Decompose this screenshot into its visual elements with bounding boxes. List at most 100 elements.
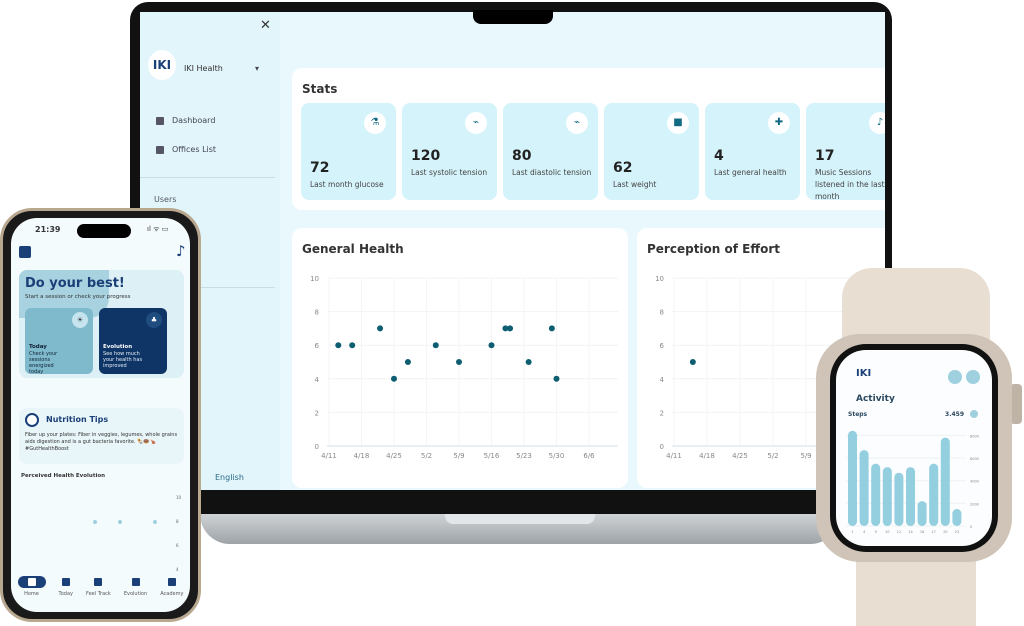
bar [917,501,927,526]
close-icon[interactable]: ✕ [260,18,271,33]
stat-value: 120 [411,148,441,164]
stat-value: 72 [310,160,330,176]
watch-crown [1010,384,1022,424]
data-point [335,342,342,349]
x-tick-label: 14 [908,530,913,534]
x-tick-label: 5/9 [800,452,811,460]
y-tick-label: 8 [315,309,319,317]
x-tick-label: 5/9 [453,452,464,460]
bar [906,467,915,526]
tree-icon [130,576,142,588]
journal-icon [92,576,104,588]
data-point [525,359,532,365]
plus-square-icon [156,116,164,125]
data-point [456,359,462,365]
x-tick-label: 1 [851,530,853,534]
stat-value: 4 [714,148,724,164]
nav-evolution[interactable]: Evolution [124,576,147,606]
heart-monitor-icon: ⌁ [465,112,487,134]
x-tick-label: 4/11 [321,452,337,460]
nav-today[interactable]: Today [59,576,73,606]
chevron-down-icon[interactable]: ▾ [255,64,260,73]
x-tick-label: 20 [943,530,947,534]
y-tick-label: 2 [315,409,319,417]
stat-label: Last month glucose [310,180,384,189]
x-tick-label: 4/25 [386,452,402,460]
sunrise-icon: ☀ [72,312,88,328]
y-tick-label: 10 [310,275,319,283]
bar [952,509,962,526]
dynamic-island [77,224,131,238]
bar [894,472,904,526]
steps-total: 3.459 [945,411,964,418]
data-point [548,325,555,332]
data-point [507,325,514,332]
y-tick-label: 2000 [970,502,979,506]
language-selector[interactable]: English [215,473,244,482]
iki-logo: IKI [148,50,176,80]
y-tick-label: 4000 [970,480,979,484]
profile-icon[interactable] [19,246,31,258]
data-point [432,342,439,349]
nav-feel-track[interactable]: Feel Track [86,576,111,606]
laptop-base [200,514,840,544]
y-tick-label: 4 [660,376,665,384]
y-tick-label: 6 [315,342,320,350]
x-tick-label: 5/23 [516,452,532,460]
evolution-point [118,520,122,524]
sidebar-item-offices[interactable]: Offices List [156,145,216,154]
x-tick-label: 10 [885,530,889,534]
nutrition-tips-card: Nutrition Tips Fiber up your plates: Fib… [19,408,184,464]
tree-icon: ♣ [146,312,162,328]
stat-label: Last systolic tension [411,168,488,177]
evolution-point [153,520,157,524]
profile-icon[interactable] [966,370,980,384]
data-point [404,359,411,365]
data-point [391,375,397,382]
y-tick-label: 0 [660,443,664,451]
stat-tile[interactable]: ⌁ 120 Last systolic tension [402,103,497,200]
book-icon [166,576,178,588]
y-tick-label: 8 [660,309,664,317]
bar [848,430,857,526]
info-icon [970,410,978,418]
bell-icon[interactable] [948,370,962,384]
music-note-icon: ♪ [869,112,885,134]
music-note-icon[interactable]: ♪ [176,242,186,260]
x-tick-label: 9 [875,530,877,534]
y-tick-label: 10 [655,275,664,283]
sidebar-item-dashboard[interactable]: Dashboard [156,116,215,125]
nav-home[interactable]: Home [17,576,46,606]
stat-tile[interactable]: ■ 62 Last weight [604,103,699,200]
iki-logo: IKI [856,368,872,379]
nav-academy[interactable]: Academy [160,576,183,606]
status-time: 21:39 [35,225,61,234]
hero-panel: Do your best! Start a session or check y… [19,270,184,378]
y-tick-label: 6 [660,342,665,350]
x-tick-label: 16 [920,530,924,534]
hero-subtitle: Start a session or check your progress [25,294,131,300]
x-tick-label: 5/16 [484,452,500,460]
x-tick-label: 5/2 [421,452,432,460]
glucose-meter-icon: ⚗ [364,112,386,134]
evolution-card[interactable]: ♣ Evolution See how much your health has… [99,308,167,374]
y-tick-label: 0 [315,443,319,451]
general-health-card: General Health 0 2 4 6 8 10 4/11 4/18 4/25 5/2 5/9… [292,228,628,488]
stat-label: Music Sessions listened in the last mont… [815,168,885,201]
phone-frame: 21:39 ıl ᯤ ▭ ♪ Do your best! Start a ses… [0,208,201,622]
x-tick-label: 23 [955,530,959,534]
laptop-screen: ✕ IKI IKI Health ▾ Dashboard Offices Lis… [140,12,885,490]
scale-icon: ■ [667,112,689,134]
today-card[interactable]: ☀ Today Check your sessions energized to… [25,308,93,375]
evolution-title: Perceived Health Evolution [21,473,106,479]
stat-tile[interactable]: ⌁ 80 Last diastolic tension [503,103,598,200]
divider [140,177,275,178]
phone-screen: 21:39 ıl ᯤ ▭ ♪ Do your best! Start a ses… [11,218,190,612]
stat-tile[interactable]: ⚗ 72 Last month glucose [301,103,396,200]
general-health-chart: 0 2 4 6 8 10 4/11 4/18 4/25 5/2 5/9 5/16 5/23 5/30 6/6 [310,275,618,460]
watch-case: IKI Activity Steps 3.459 0 2000 4000 6000 8000… [816,334,1012,562]
stat-tile[interactable]: ✚ 4 Last general health [705,103,800,200]
x-tick-label: 4/18 [699,452,715,460]
camera-notch [473,10,553,24]
stat-tile[interactable]: ♪ 17 Music Sessions listened in the last… [806,103,885,201]
